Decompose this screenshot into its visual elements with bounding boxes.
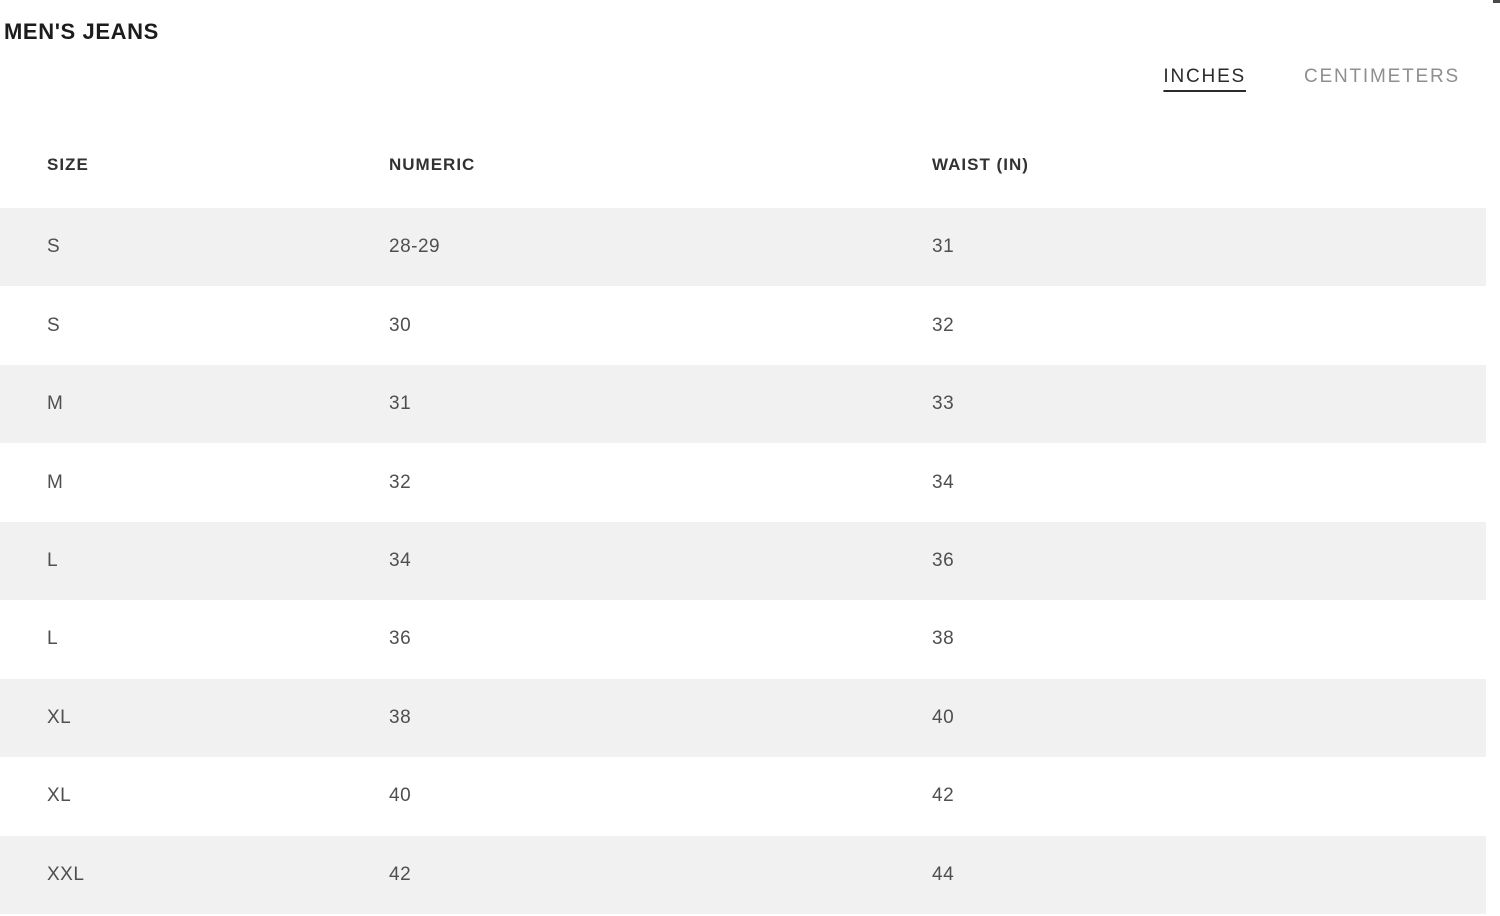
cell-waist: 31: [932, 236, 955, 258]
cell-size: M: [47, 471, 64, 493]
cell-waist: 32: [932, 314, 955, 336]
cell-waist: 42: [932, 785, 955, 807]
cell-numeric: 32: [389, 471, 412, 493]
cell-numeric: 36: [389, 628, 412, 650]
cell-waist: 44: [932, 863, 955, 885]
column-header-size: SIZE: [47, 155, 89, 174]
cell-numeric: 31: [389, 393, 412, 415]
table-header-row: SIZE NUMERIC WAIST (IN): [0, 146, 1486, 184]
table-row: L 34 36: [0, 521, 1486, 601]
cell-size: M: [47, 393, 64, 415]
cell-waist: 36: [932, 549, 955, 571]
cell-size: S: [47, 314, 61, 336]
cell-waist: 34: [932, 471, 955, 493]
cell-size: XL: [47, 785, 72, 807]
table-row: XL 38 40: [0, 678, 1486, 758]
column-header-waist: WAIST (IN): [932, 155, 1029, 174]
cell-numeric: 34: [389, 549, 412, 571]
table-row: M 31 33: [0, 364, 1486, 444]
cell-numeric: 42: [389, 863, 412, 885]
table-row: S 30 32: [0, 286, 1486, 364]
cell-waist: 40: [932, 706, 955, 728]
cropped-corner-element: [1493, 0, 1500, 3]
cell-numeric: 38: [389, 706, 412, 728]
table-row: L 36 38: [0, 600, 1486, 678]
table-row: XXL 42 44: [0, 835, 1486, 914]
table-row: M 32 34: [0, 443, 1486, 521]
cell-size: XXL: [47, 863, 85, 885]
cell-waist: 33: [932, 393, 955, 415]
cell-size: L: [47, 628, 59, 650]
size-table-body: S 28-29 31 S 30 32 M 31 33 M 32 34 L 34 36 L 36 38 XL 38 40 X…: [0, 208, 1486, 914]
table-row: S 28-29 31: [0, 208, 1486, 287]
cell-size: XL: [47, 706, 72, 728]
cell-numeric: 40: [389, 785, 412, 807]
page-title: MEN'S JEANS: [4, 19, 159, 44]
cell-size: L: [47, 549, 59, 571]
unit-toggle-inches[interactable]: INCHES: [1163, 66, 1247, 87]
column-header-numeric: NUMERIC: [389, 155, 476, 174]
unit-toggle-centimeters[interactable]: CENTIMETERS: [1304, 66, 1460, 87]
cell-size: S: [47, 236, 61, 258]
table-row: XL 40 42: [0, 757, 1486, 835]
cell-numeric: 28-29: [389, 236, 441, 258]
cell-numeric: 30: [389, 314, 412, 336]
cell-waist: 38: [932, 628, 955, 650]
unit-toggle: INCHES CENTIMETERS: [1163, 66, 1460, 88]
